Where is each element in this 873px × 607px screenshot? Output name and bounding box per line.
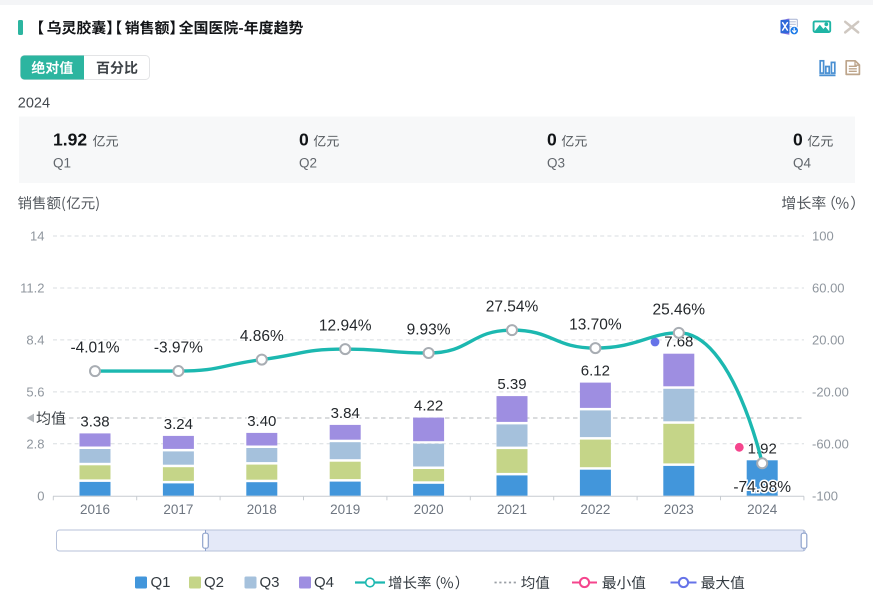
svg-text:Q3: Q3: [260, 574, 280, 591]
svg-text:0: 0: [793, 130, 803, 150]
svg-text:2017: 2017: [163, 502, 193, 517]
svg-text:12.94%: 12.94%: [319, 318, 372, 335]
svg-text:13.70%: 13.70%: [569, 317, 622, 334]
svg-text:1.92: 1.92: [53, 130, 87, 150]
svg-text:2021: 2021: [497, 502, 527, 517]
svg-text:1.92: 1.92: [748, 440, 777, 457]
svg-text:2023: 2023: [664, 502, 694, 517]
svg-text:2019: 2019: [330, 502, 360, 517]
svg-text:-100: -100: [812, 488, 838, 503]
svg-text:9.93%: 9.93%: [407, 322, 451, 339]
svg-text:Q4: Q4: [314, 574, 334, 591]
svg-text:Q1: Q1: [151, 574, 171, 591]
svg-text:Q1: Q1: [53, 156, 71, 171]
svg-text:27.54%: 27.54%: [486, 299, 539, 316]
svg-text:3.38: 3.38: [80, 413, 109, 430]
svg-text:Q2: Q2: [204, 574, 224, 591]
svg-text:3.84: 3.84: [331, 405, 360, 422]
svg-text:2016: 2016: [80, 502, 110, 517]
svg-text:2018: 2018: [247, 502, 277, 517]
svg-text:4.86%: 4.86%: [240, 328, 284, 345]
svg-text:-4.01%: -4.01%: [70, 340, 119, 357]
svg-text:-60.00: -60.00: [812, 436, 849, 451]
svg-text:-20.00: -20.00: [812, 384, 849, 399]
svg-text:60.00: 60.00: [812, 281, 845, 296]
svg-text:14: 14: [30, 229, 44, 244]
svg-text:8.4: 8.4: [26, 332, 44, 347]
svg-text:2022: 2022: [580, 502, 610, 517]
svg-text:Q4: Q4: [793, 156, 812, 171]
svg-text:Q2: Q2: [299, 156, 317, 171]
svg-text:25.46%: 25.46%: [653, 301, 706, 318]
svg-text:6.12: 6.12: [581, 363, 610, 380]
svg-text:2.8: 2.8: [26, 436, 44, 451]
svg-text:4.22: 4.22: [414, 398, 443, 415]
svg-text:2024: 2024: [18, 95, 50, 111]
svg-text:5.39: 5.39: [497, 376, 526, 393]
svg-text:7.68: 7.68: [664, 334, 693, 351]
svg-text:11.2: 11.2: [20, 281, 44, 296]
svg-text:-74.98%: -74.98%: [733, 479, 791, 496]
svg-text:5.6: 5.6: [26, 384, 44, 399]
svg-text:0: 0: [37, 488, 44, 503]
svg-text:3.24: 3.24: [164, 416, 193, 433]
svg-text:3.40: 3.40: [247, 413, 276, 430]
svg-text:2020: 2020: [414, 502, 444, 517]
svg-text:2024: 2024: [747, 502, 778, 517]
svg-text:20.00: 20.00: [812, 332, 845, 347]
svg-text:0: 0: [299, 130, 309, 150]
svg-text:Q3: Q3: [547, 156, 565, 171]
svg-text:100: 100: [812, 229, 834, 244]
svg-text:-3.97%: -3.97%: [154, 340, 203, 357]
svg-text:0: 0: [547, 130, 557, 150]
